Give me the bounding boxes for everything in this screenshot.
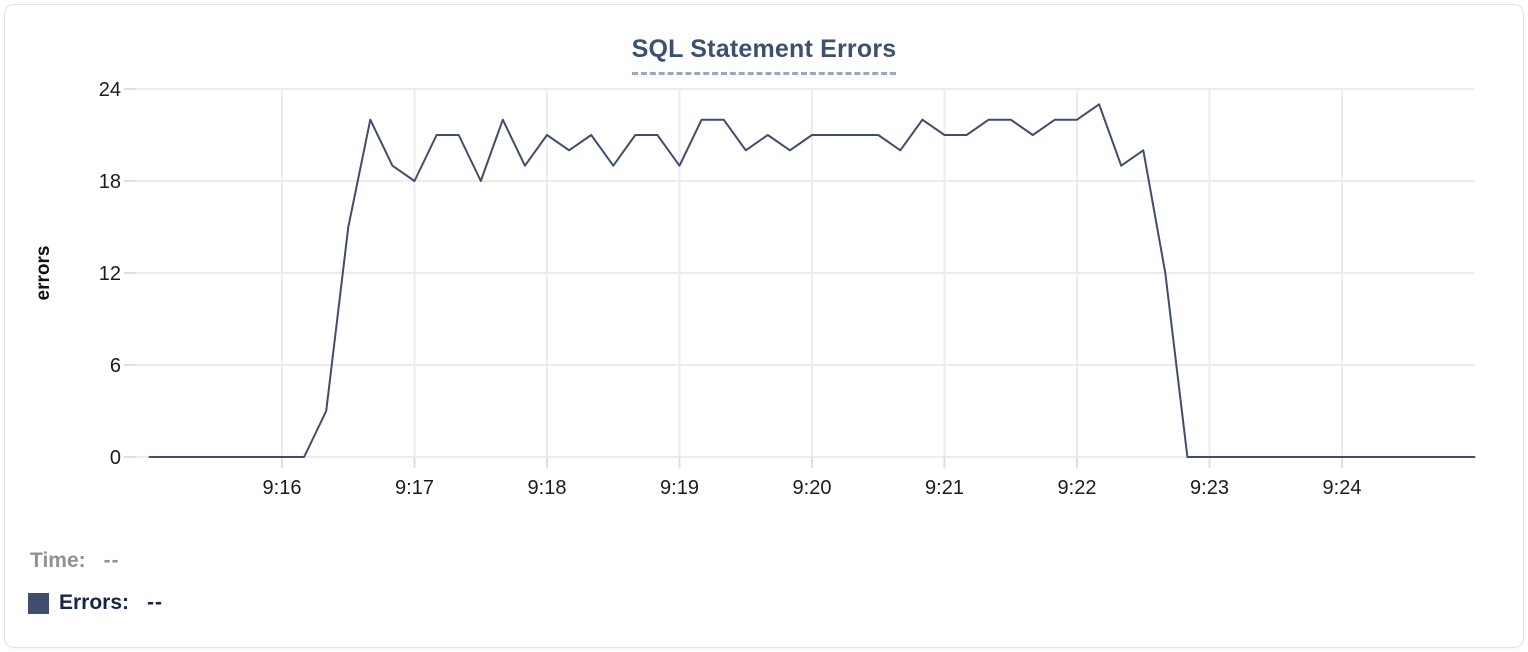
xtick-label-9:23: 9:23 [1190,477,1229,499]
ytick-label-12: 12 [99,263,121,285]
xtick-label-9:24: 9:24 [1323,477,1362,499]
vertical-gridlines [281,89,1343,457]
time-readout-value: -- [103,549,120,572]
xtick-label-9:20: 9:20 [793,477,832,499]
xtick-label-9:22: 9:22 [1058,477,1097,499]
chart-panel-card: SQL Statement Errors 0 6 12 18 24 9:16 9:17 9:… [4,4,1524,648]
xtick-label-9:17: 9:17 [395,477,434,499]
xtick-label-9:18: 9:18 [528,477,567,499]
ytick-label-24: 24 [99,79,121,101]
errors-line-chart[interactable]: 0 6 12 18 24 9:16 9:17 9:18 9:19 9:20 9:21 9:22 9:2… [5,5,1528,517]
errors-readout-row: Errors: -- [28,591,163,615]
panel-title[interactable]: SQL Statement Errors [631,35,897,75]
errors-readout-label: Errors: [59,591,130,614]
time-readout-row: Time: -- [30,549,120,573]
panel-header: SQL Statement Errors [5,35,1523,75]
y-axis-tick-labels: 0 6 12 18 24 [99,79,121,469]
x-axis-tick-labels: 9:16 9:17 9:18 9:19 9:20 9:21 9:22 9:23 9:24 [263,477,1362,499]
xtick-label-9:19: 9:19 [660,477,699,499]
xtick-label-9:16: 9:16 [263,477,302,499]
ytick-label-18: 18 [99,171,121,193]
ytick-label-0: 0 [110,447,121,469]
errors-series-swatch [28,592,49,614]
y-axis-title: errors [33,246,54,301]
xtick-label-9:21: 9:21 [925,477,964,499]
ytick-label-6: 6 [110,355,121,377]
errors-series-line[interactable] [148,103,1476,458]
errors-readout-value: -- [147,591,164,614]
time-readout-label: Time: [30,549,86,572]
axis-tick-marks [124,88,1343,468]
horizontal-gridlines [133,88,1475,458]
